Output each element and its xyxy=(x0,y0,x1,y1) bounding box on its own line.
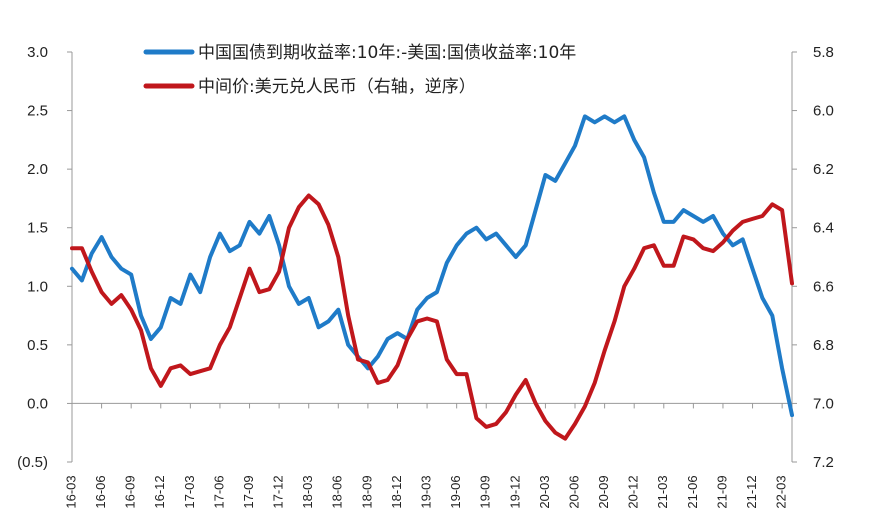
x-tick-label: 18-06 xyxy=(330,475,345,508)
series-layer xyxy=(70,114,794,441)
x-tick-label: 19-12 xyxy=(507,475,522,508)
x-tick-label: 18-09 xyxy=(359,475,374,508)
left-y-tick-label: 2.0 xyxy=(27,161,48,178)
x-tick-label: 21-03 xyxy=(655,475,670,508)
x-tick-label: 19-09 xyxy=(478,475,493,508)
x-tick-label: 17-09 xyxy=(241,475,256,508)
legend-label-1: 中国国债到期收益率:10年:-美国:国债收益率:10年 xyxy=(198,43,576,63)
x-tick-label: 18-03 xyxy=(300,475,315,508)
x-tick-label: 22-03 xyxy=(774,475,789,508)
axes: 3.0 2.5 2.0 1.5 1.0 0.5 0.0 (0.5) 5.8 6.0 6.2 6.4 6.… xyxy=(17,44,834,509)
x-tick-label: 21-12 xyxy=(744,475,759,508)
x-tick-label: 16-06 xyxy=(93,475,108,508)
x-tick-label: 21-06 xyxy=(685,475,700,508)
x-tick-label: 19-06 xyxy=(448,475,463,508)
left-y-tick-label: 0.5 xyxy=(27,337,48,354)
right-y-tick-label: 7.0 xyxy=(813,395,834,412)
x-tick-label: 17-03 xyxy=(182,475,197,508)
x-tick-label: 16-09 xyxy=(123,475,138,508)
left-y-tick-label: 1.0 xyxy=(27,278,48,295)
left-y-tick-label: (0.5) xyxy=(17,454,48,471)
x-tick-label: 20-09 xyxy=(596,475,611,508)
left-y-tick-label: 2.5 xyxy=(27,103,48,120)
x-tick-label: 21-09 xyxy=(714,475,729,508)
left-y-tick-label: 0.0 xyxy=(27,395,48,412)
right-y-tick-label: 6.0 xyxy=(813,103,834,120)
left-y-tick-label: 3.0 xyxy=(27,44,48,61)
x-tick-label: 17-12 xyxy=(271,475,286,508)
left-y-tick-label: 1.5 xyxy=(27,220,48,237)
x-tick-label: 19-03 xyxy=(419,475,434,508)
right-y-tick-label: 6.2 xyxy=(813,161,834,178)
x-tick-label: 20-03 xyxy=(537,475,552,508)
x-tick-label: 16-12 xyxy=(152,475,167,508)
right-y-tick-label: 6.6 xyxy=(813,278,834,295)
right-y-tick-label: 6.4 xyxy=(813,220,834,237)
legend: 中国国债到期收益率:10年:-美国:国债收益率:10年中间价:美元兑人民币（右轴… xyxy=(143,43,576,97)
series-line-2 xyxy=(70,193,794,441)
x-tick-label: 20-06 xyxy=(566,475,581,508)
legend-label-2: 中间价:美元兑人民币（右轴，逆序） xyxy=(198,77,476,97)
right-y-tick-label: 5.8 xyxy=(813,44,834,61)
x-tick-label: 16-03 xyxy=(63,475,78,508)
x-tick-label: 18-12 xyxy=(389,475,404,508)
right-y-tick-label: 7.2 xyxy=(813,454,834,471)
x-tick-label: 20-12 xyxy=(626,475,641,508)
right-y-tick-label: 6.8 xyxy=(813,337,834,354)
series-line-1 xyxy=(70,114,794,418)
x-tick-label: 17-06 xyxy=(211,475,226,508)
